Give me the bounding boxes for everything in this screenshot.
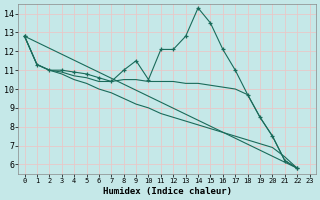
X-axis label: Humidex (Indice chaleur): Humidex (Indice chaleur) (103, 187, 232, 196)
